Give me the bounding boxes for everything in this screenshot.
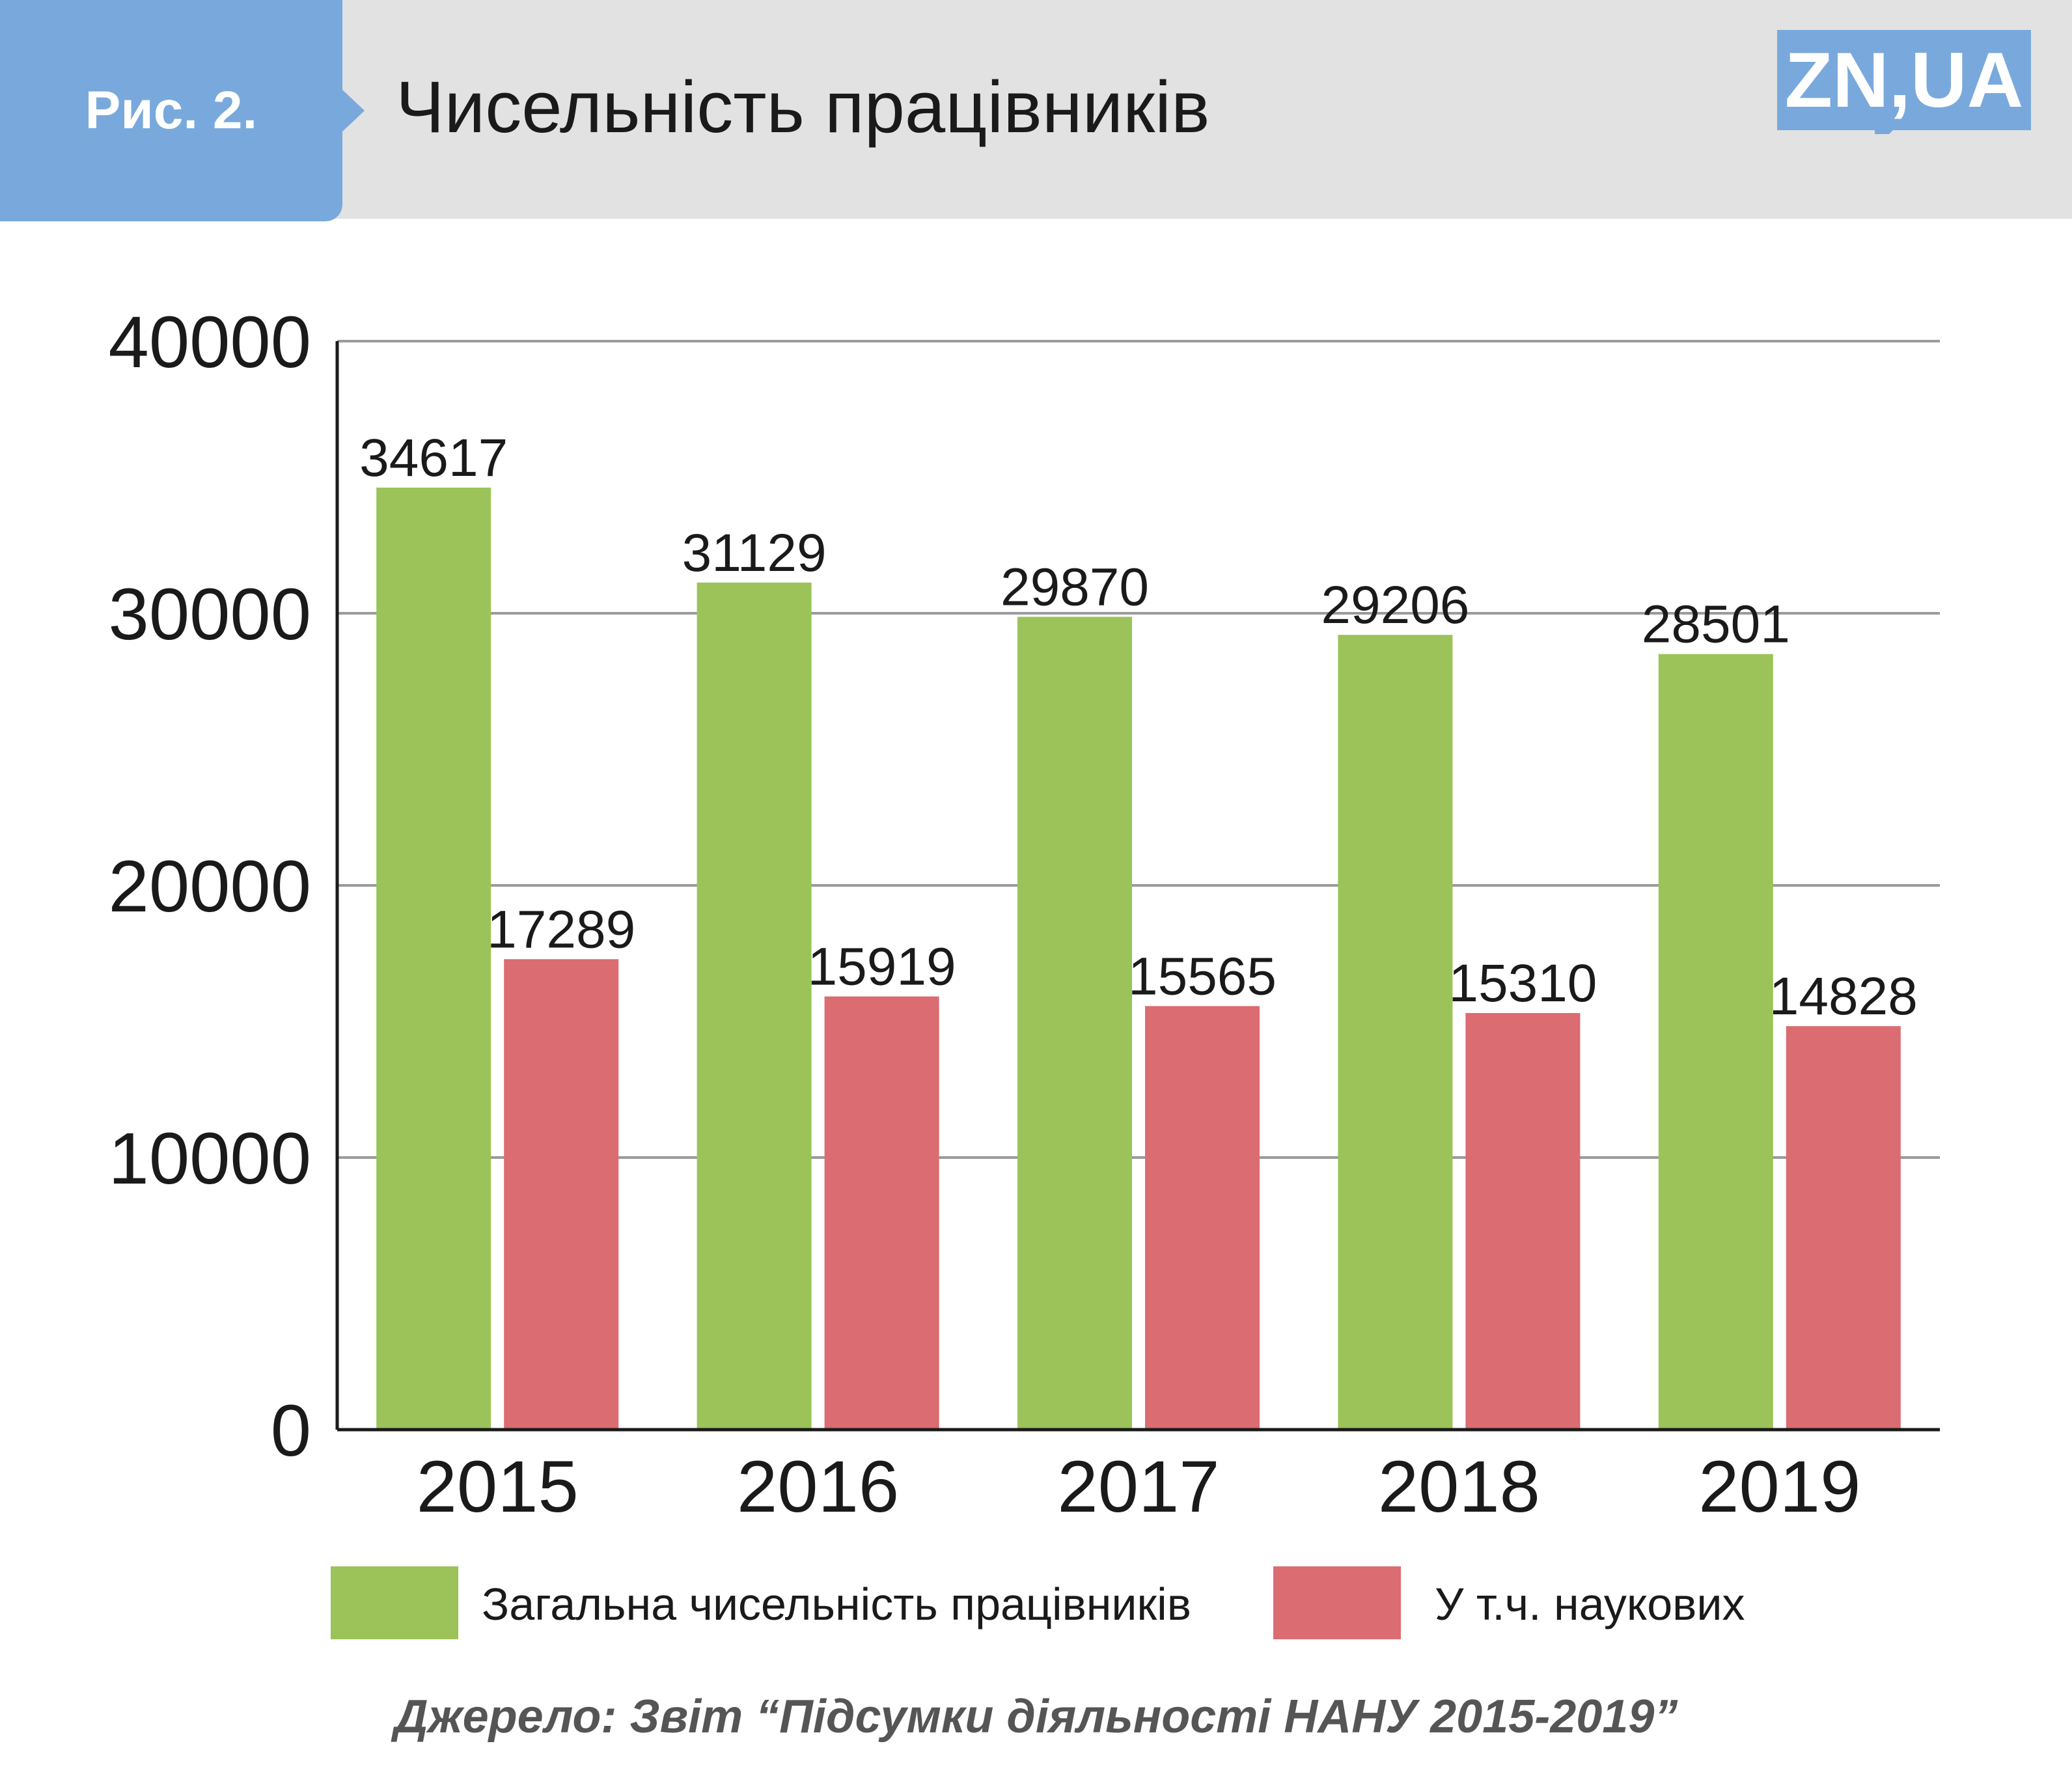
data-label: 15310 xyxy=(1448,954,1597,1013)
legend-label-total: Загальна чисельність працівників xyxy=(482,1579,1191,1630)
data-label: 14828 xyxy=(1769,967,1918,1026)
bar-scientific-2016 xyxy=(824,996,939,1430)
y-tick-label: 10000 xyxy=(109,1118,311,1199)
x-tick-label: 2016 xyxy=(737,1446,899,1527)
data-label: 29206 xyxy=(1321,576,1469,635)
figure-label: Рис. 2. xyxy=(0,0,342,221)
logo-text: ZN,UA xyxy=(1785,36,2024,124)
data-label: 29870 xyxy=(1001,557,1149,617)
bar-scientific-2019 xyxy=(1786,1026,1901,1430)
x-tick-label: 2017 xyxy=(1057,1446,1219,1527)
bar-total-2015 xyxy=(376,488,491,1430)
bar-total-2018 xyxy=(1338,635,1453,1430)
data-label: 28501 xyxy=(1642,595,1790,654)
y-tick-label: 0 xyxy=(271,1390,311,1471)
y-tick-label: 40000 xyxy=(109,301,311,383)
bar-scientific-2018 xyxy=(1465,1013,1581,1430)
logo-tail xyxy=(1875,130,1893,134)
x-tick-label: 2019 xyxy=(1698,1446,1860,1527)
figure-label-arrow xyxy=(341,89,365,133)
bar-scientific-2017 xyxy=(1145,1006,1260,1430)
data-label: 15565 xyxy=(1128,947,1277,1006)
bar-total-2017 xyxy=(1017,617,1132,1430)
bar-scientific-2015 xyxy=(504,959,619,1430)
logo-box xyxy=(1777,30,2031,130)
source-note: Джерело: Звіт “Підсумки діяльності НАНУ … xyxy=(394,1691,1678,1743)
axes xyxy=(335,341,1940,1432)
data-label: 15919 xyxy=(808,937,956,997)
bar-total-2019 xyxy=(1658,654,1773,1430)
data-label: 34617 xyxy=(359,428,508,488)
zn-ua-logo: ZN,UA xyxy=(1777,30,2031,134)
legend-label-scientific: У т.ч. наукових xyxy=(1435,1579,1745,1630)
data-label: 31129 xyxy=(682,523,827,583)
legend-swatch-scientific xyxy=(1273,1566,1401,1639)
labels: 0 10000 20000 30000 40000 34617 17289 2015 31129… xyxy=(109,301,1918,1527)
x-tick-label: 2018 xyxy=(1378,1446,1540,1527)
bars xyxy=(376,488,1901,1430)
legend-swatch-total xyxy=(331,1566,458,1639)
data-label: 17289 xyxy=(487,900,635,959)
page-title: Чисельність працівників xyxy=(396,66,1210,148)
y-tick-label: 20000 xyxy=(109,846,311,927)
x-tick-label: 2015 xyxy=(417,1446,579,1527)
y-tick-label: 30000 xyxy=(109,574,311,655)
bar-total-2016 xyxy=(697,582,812,1430)
